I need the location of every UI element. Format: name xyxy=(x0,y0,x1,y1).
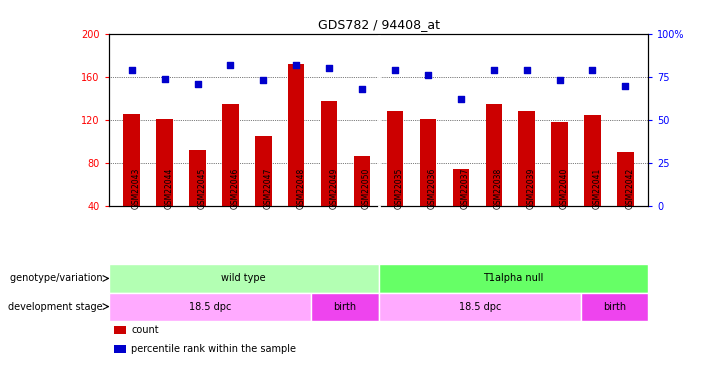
Point xyxy=(620,82,631,88)
Bar xyxy=(321,100,337,206)
Point xyxy=(488,67,499,73)
Text: GSM22042: GSM22042 xyxy=(625,168,634,209)
Text: GSM22043: GSM22043 xyxy=(132,168,141,209)
Point xyxy=(455,96,466,102)
Point xyxy=(357,86,368,92)
Bar xyxy=(123,114,140,206)
Bar xyxy=(379,264,648,292)
Point xyxy=(126,67,137,73)
Text: GSM22047: GSM22047 xyxy=(264,168,273,209)
Text: GSM22045: GSM22045 xyxy=(198,168,207,209)
Point xyxy=(422,72,433,78)
Text: GSM22041: GSM22041 xyxy=(592,168,601,209)
Text: T1alpha null: T1alpha null xyxy=(483,273,544,284)
Point xyxy=(291,62,302,68)
Text: birth: birth xyxy=(333,302,356,312)
Point xyxy=(521,67,532,73)
Bar xyxy=(156,119,173,206)
Text: GSM22038: GSM22038 xyxy=(494,168,503,209)
Bar xyxy=(189,150,206,206)
Text: development stage: development stage xyxy=(8,302,106,312)
Bar xyxy=(288,64,304,206)
Text: 18.5 dpc: 18.5 dpc xyxy=(189,302,231,312)
Point xyxy=(324,65,335,71)
Bar xyxy=(617,152,634,206)
Text: GSM22044: GSM22044 xyxy=(165,168,174,209)
Text: count: count xyxy=(131,325,159,334)
Bar xyxy=(551,122,568,206)
Text: GSM22050: GSM22050 xyxy=(362,168,371,209)
Text: GSM22048: GSM22048 xyxy=(297,168,305,209)
Bar xyxy=(486,104,502,206)
Bar xyxy=(114,345,126,353)
Bar xyxy=(222,104,238,206)
Text: 18.5 dpc: 18.5 dpc xyxy=(458,302,501,312)
Title: GDS782 / 94408_at: GDS782 / 94408_at xyxy=(318,18,440,31)
Point xyxy=(258,77,269,83)
Bar xyxy=(420,119,436,206)
Text: GSM22040: GSM22040 xyxy=(559,168,569,209)
Point xyxy=(192,81,203,87)
Point xyxy=(225,62,236,68)
Text: genotype/variation: genotype/variation xyxy=(11,273,106,284)
Bar xyxy=(109,264,379,292)
Text: wild type: wild type xyxy=(222,273,266,284)
Text: GSM22037: GSM22037 xyxy=(461,168,470,209)
Bar xyxy=(311,292,379,321)
Text: birth: birth xyxy=(603,302,626,312)
Bar xyxy=(114,326,126,334)
Bar xyxy=(354,156,370,206)
Bar xyxy=(519,111,535,206)
Point xyxy=(587,67,598,73)
Text: GSM22049: GSM22049 xyxy=(329,168,338,209)
Bar xyxy=(581,292,648,321)
Point xyxy=(554,77,565,83)
Text: GSM22035: GSM22035 xyxy=(395,168,404,209)
Point xyxy=(389,67,400,73)
Bar xyxy=(387,111,403,206)
Text: percentile rank within the sample: percentile rank within the sample xyxy=(131,344,297,354)
Text: GSM22039: GSM22039 xyxy=(526,168,536,209)
Bar xyxy=(584,115,601,206)
Text: GSM22046: GSM22046 xyxy=(231,168,240,209)
Point xyxy=(159,76,170,82)
Text: GSM22036: GSM22036 xyxy=(428,168,437,209)
Bar xyxy=(109,292,311,321)
Bar xyxy=(379,292,581,321)
Bar xyxy=(255,136,271,206)
Bar xyxy=(453,168,469,206)
